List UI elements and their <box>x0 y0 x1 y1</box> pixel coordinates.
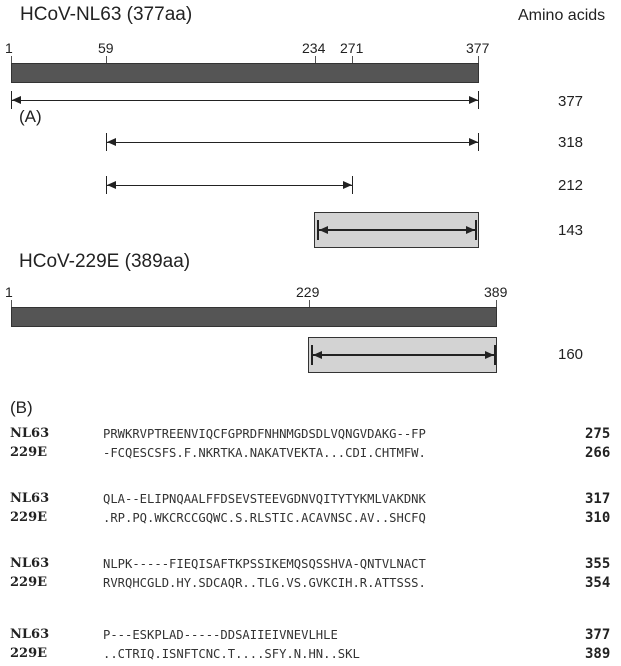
arrow-left-icon <box>319 226 328 234</box>
seq-name-nl63: NL63 <box>10 556 50 571</box>
nl63-tickmark <box>478 56 479 64</box>
seq-name-nl63: NL63 <box>10 491 50 506</box>
seq-end-nl63: 377 <box>585 627 611 643</box>
seq-name-nl63: NL63 <box>10 426 50 441</box>
length-160: 160 <box>558 346 584 363</box>
length-143: 143 <box>558 222 584 239</box>
construct-cap <box>352 176 353 194</box>
construct-nl63-full <box>12 100 478 101</box>
construct-cap <box>106 133 107 151</box>
arrow-right-icon <box>469 96 478 104</box>
seq-end-229e: 310 <box>585 510 611 526</box>
panel-a-label: (A) <box>19 107 42 126</box>
seq-229e: .RP.PQ.WKCRCCGQWC.S.RLSTIC.ACAVNSC.AV..S… <box>103 511 426 525</box>
seq-end-nl63: 275 <box>585 426 611 442</box>
seq-229e: -FCQESCSFS.F.NKRTKA.NAKATVEKTA...CDI.CHT… <box>103 446 426 460</box>
construct-cap <box>311 345 313 365</box>
e229-tick-229: 229 <box>296 284 320 300</box>
nl63-tickmark <box>11 56 12 64</box>
seq-end-nl63: 355 <box>585 556 611 572</box>
seq-end-229e: 389 <box>585 646 611 662</box>
arrow-left-icon <box>12 96 21 104</box>
panel-b-label: (B) <box>10 398 33 417</box>
nl63-tickmark <box>352 56 353 64</box>
arrow-left-icon <box>313 351 322 359</box>
construct-nl63-234-377 <box>319 229 475 231</box>
seq-end-229e: 354 <box>585 575 611 591</box>
construct-cap <box>478 133 479 151</box>
arrow-right-icon <box>466 226 475 234</box>
construct-cap <box>11 91 12 109</box>
length-212: 212 <box>558 177 584 194</box>
nl63-tick-234: 234 <box>302 40 326 56</box>
e229-protein-bar <box>11 307 497 327</box>
seq-name-229e: 229E <box>10 646 48 661</box>
nl63-tick-377: 377 <box>466 40 490 56</box>
seq-nl63: P---ESKPLAD-----DDSAIIEIVNEVLHLE <box>103 628 338 642</box>
arrow-right-icon <box>343 181 352 189</box>
nl63-protein-bar <box>11 63 479 83</box>
construct-e229-229-389 <box>313 354 494 356</box>
e229-tickmark <box>11 300 12 308</box>
seq-name-229e: 229E <box>10 445 48 460</box>
e229-tick-1: 1 <box>5 284 13 300</box>
construct-cap <box>317 220 319 240</box>
seq-end-nl63: 317 <box>585 491 611 507</box>
arrow-left-icon <box>107 181 116 189</box>
nl63-tickmark <box>315 56 316 64</box>
amino-acids-label: Amino acids <box>518 7 606 24</box>
seq-name-nl63: NL63 <box>10 627 50 642</box>
seq-nl63: PRWKRVPTREENVIQCFGPRDFNHNMGDSDLVQNGVDAKG… <box>103 427 426 441</box>
nl63-tick-271: 271 <box>340 40 364 56</box>
seq-end-229e: 266 <box>585 445 611 461</box>
construct-cap <box>106 176 107 194</box>
seq-229e: RVRQHCGLD.HY.SDCAQR..TLG.VS.GVKCIH.R.ATT… <box>103 576 426 590</box>
construct-cap <box>494 345 496 365</box>
construct-nl63-59-271 <box>107 185 352 186</box>
nl63-title: HCoV-NL63 (377aa) <box>20 4 193 25</box>
e229-tickmark <box>309 300 310 308</box>
e229-title: HCoV-229E (389aa) <box>19 251 191 272</box>
arrow-left-icon <box>107 138 116 146</box>
seq-nl63: NLPK-----FIEQISAFTKPSSIKEMQSQSSHVA-QNTVL… <box>103 557 426 571</box>
nl63-tick-1: 1 <box>5 40 13 56</box>
length-318: 318 <box>558 134 584 151</box>
seq-nl63: QLA--ELIPNQAALFFDSEVSTEEVGDNVQITYTYKMLVA… <box>103 492 426 506</box>
construct-nl63-59-377 <box>107 142 478 143</box>
e229-tick-389: 389 <box>484 284 508 300</box>
seq-name-229e: 229E <box>10 510 48 525</box>
arrow-right-icon <box>469 138 478 146</box>
e229-tickmark <box>496 300 497 308</box>
seq-name-229e: 229E <box>10 575 48 590</box>
construct-cap <box>478 91 479 109</box>
arrow-right-icon <box>485 351 494 359</box>
construct-cap <box>475 220 477 240</box>
seq-229e: ..CTRIQ.ISNFTCNC.T....SFY.N.HN..SKL <box>103 647 360 661</box>
nl63-tickmark <box>106 56 107 64</box>
length-377: 377 <box>558 93 584 110</box>
nl63-tick-59: 59 <box>98 40 114 56</box>
